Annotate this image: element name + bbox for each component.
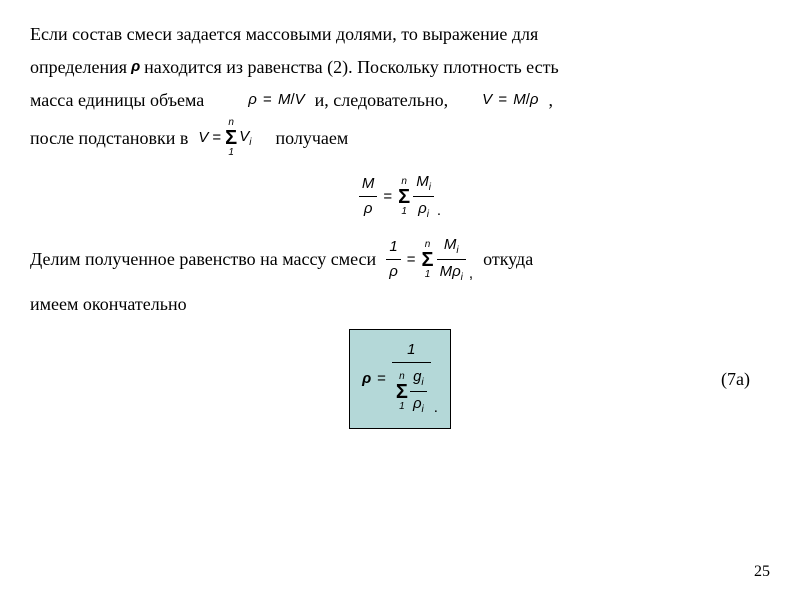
f6-inner-den: ρi [410, 392, 427, 418]
formula-density: ρ = M/V [248, 88, 304, 112]
f1-num: M [278, 91, 291, 108]
text-fragment: определения [30, 53, 127, 82]
f5-rhs-den-a: M [440, 263, 453, 280]
f4-rhs-den-rho: ρ [418, 200, 427, 217]
symbol-rho: ρ [131, 55, 140, 79]
f6-dot: . [434, 396, 438, 420]
f4-sum: n Σ 1 [398, 177, 410, 217]
comma: , [549, 86, 554, 115]
f1-lhs: ρ [248, 91, 257, 108]
f3-sum-bot: 1 [225, 148, 237, 158]
paragraph-line-5: Делим полученное равенство на массу смес… [30, 233, 770, 286]
f4-dot: . [437, 199, 441, 223]
f6-sum-bot: 1 [396, 402, 408, 412]
f3-term-v: V [239, 128, 249, 145]
text-fragment: и, следовательно, [315, 86, 448, 115]
page-number: 25 [754, 559, 770, 585]
f2-den: ρ [530, 91, 539, 108]
f5-rhs-den: Mρi [437, 260, 466, 286]
f5-comma: , [469, 262, 473, 286]
f4-rhs-den: ρi [413, 197, 434, 223]
paragraph-line-1: Если состав смеси задается массовыми дол… [30, 20, 770, 49]
f5-rhs-num: Mi [437, 233, 466, 260]
paragraph-line-4: после подстановки в V = n Σ 1 Vi получае… [30, 118, 770, 158]
f4-rhs-frac: Mi ρi [413, 170, 434, 223]
text-fragment: откуда [483, 245, 533, 274]
f5-rhs-den-sub: i [461, 272, 463, 283]
text-fragment: получаем [275, 124, 348, 153]
text-fragment: после подстановки в [30, 124, 188, 153]
f4-rhs-num-m: M [416, 173, 429, 190]
f3-sum: n Σ 1 [225, 118, 237, 158]
f4-rhs-den-sub: i [427, 209, 429, 220]
f2-num: M [513, 91, 526, 108]
f5-sum-bot: 1 [422, 270, 434, 280]
f6-eq: = [377, 367, 386, 391]
paragraph-line-6: имеем окончательно [30, 290, 770, 319]
text-fragment: масса единицы объема [30, 86, 204, 115]
f4-sum-bot: 1 [398, 207, 410, 217]
f5-sum: n Σ 1 [422, 240, 434, 280]
f2-eq: = [498, 91, 507, 108]
f6-inner-num-sub: i [421, 377, 423, 388]
text-fragment: Делим полученное равенство на массу смес… [30, 245, 376, 274]
f4-lhs-num: M [359, 172, 378, 197]
f4-rhs-num: Mi [413, 170, 434, 197]
paragraph-line-2: определения ρ находится из равенства (2)… [30, 53, 770, 82]
f4-rhs-num-sub: i [429, 182, 431, 193]
f3-term-sub: i [249, 137, 251, 148]
f6-sigma: Σ [396, 382, 408, 402]
f6-sum: n Σ 1 [396, 372, 408, 412]
boxed-formula: ρ = 1 n Σ 1 gi ρi . [349, 329, 451, 429]
f5-eq: = [407, 248, 416, 272]
f4-sigma: Σ [398, 187, 410, 207]
f6-lhs: ρ [362, 367, 371, 391]
f6-inner-den-rho: ρ [413, 395, 422, 412]
text-fragment: находится из равенства (2). Поскольку пл… [144, 53, 559, 82]
f1-eq: = [263, 91, 272, 108]
paragraph-line-3: масса единицы объема ρ = M/V и, следоват… [30, 86, 770, 115]
f4-lhs-den: ρ [359, 197, 378, 221]
f5-lhs-frac: 1 ρ [386, 235, 401, 284]
formula-block-4: M ρ = n Σ 1 Mi ρi . [30, 168, 770, 223]
equation-number: (7а) [721, 365, 750, 394]
formula-4: M ρ = n Σ 1 Mi ρi . [359, 170, 441, 223]
f6-den: n Σ 1 gi ρi [392, 363, 431, 420]
f1-den: V [295, 91, 305, 108]
formula-volume: V = M/ρ [482, 88, 538, 112]
equation-row-7a: ρ = 1 n Σ 1 gi ρi . (7а) [30, 329, 770, 429]
f5-rhs-num-m: M [444, 236, 457, 253]
f6-inner-den-sub: i [422, 404, 424, 415]
f3-eq: = [212, 126, 221, 150]
f4-eq: = [383, 185, 392, 209]
f5-lhs-num: 1 [386, 235, 401, 260]
f5-rhs-num-sub: i [456, 245, 458, 256]
f2-lhs: V [482, 91, 492, 108]
f4-lhs-frac: M ρ [359, 172, 378, 221]
f5-rhs-frac: Mi Mρi [437, 233, 466, 286]
f3-sigma: Σ [225, 128, 237, 148]
formula-5: 1 ρ = n Σ 1 Mi Mρi , [386, 233, 473, 286]
f6-top-num: 1 [392, 338, 431, 363]
f6-outer-frac: 1 n Σ 1 gi ρi [392, 338, 431, 420]
formula-6: ρ = 1 n Σ 1 gi ρi . [362, 338, 438, 420]
f6-inner-num: gi [410, 365, 427, 392]
f3-term: Vi [239, 125, 251, 151]
formula-sum-v: V = n Σ 1 Vi [198, 118, 251, 158]
f5-lhs-den: ρ [386, 260, 401, 284]
f5-sigma: Σ [422, 250, 434, 270]
f3-lhs: V [198, 126, 208, 150]
f6-inner-frac: gi ρi [410, 365, 427, 418]
f5-rhs-den-b: ρ [452, 263, 461, 280]
